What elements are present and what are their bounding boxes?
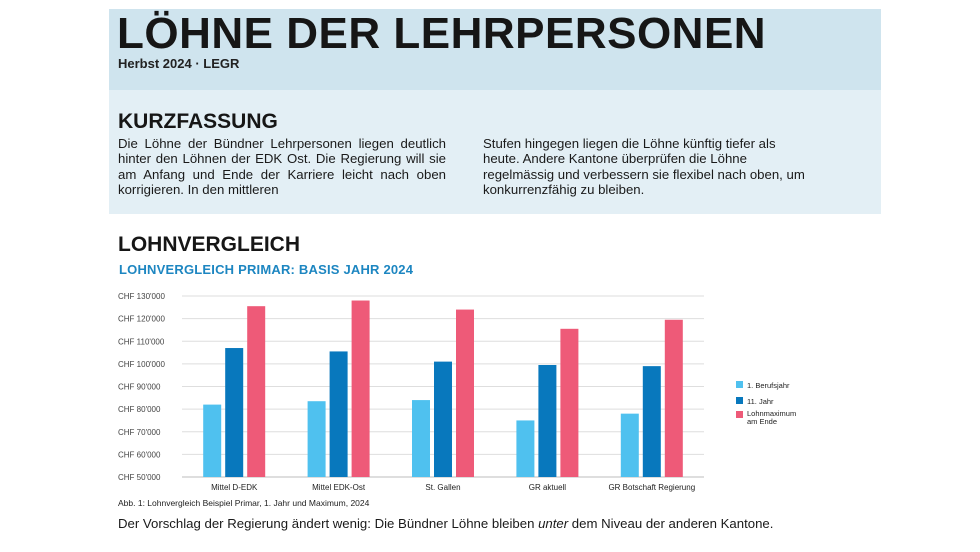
x-tick-label: GR aktuell bbox=[529, 483, 567, 492]
bar-1 bbox=[307, 401, 326, 477]
bar-3 bbox=[456, 309, 474, 477]
summary-heading: KURZFASSUNG bbox=[118, 110, 278, 133]
x-tick-label: St. Gallen bbox=[425, 483, 460, 492]
y-tick-label: CHF 80'000 bbox=[118, 405, 161, 414]
legend-swatch bbox=[736, 411, 743, 418]
page-subtitle: Herbst 2024 · LEGR bbox=[118, 56, 240, 71]
chart-title: LOHNVERGLEICH PRIMAR: BASIS JAHR 2024 bbox=[119, 262, 414, 277]
legend-label: 11. Jahr bbox=[747, 397, 774, 406]
summary-band bbox=[109, 90, 881, 214]
bar-1 bbox=[620, 413, 639, 477]
bar-2 bbox=[538, 365, 557, 477]
closing-text-start: Der Vorschlag der Regierung ändert wenig… bbox=[118, 516, 539, 531]
bar-3 bbox=[560, 328, 579, 477]
x-tick-label: Mittel D-EDK bbox=[211, 483, 258, 492]
figure-caption: Abb. 1: Lohnvergleich Beispiel Primar, 1… bbox=[118, 498, 370, 508]
x-tick-label: Mittel EDK-Ost bbox=[312, 483, 366, 492]
section-heading: LOHNVERGLEICH bbox=[118, 233, 301, 256]
legend-label: Lohnmaximum bbox=[747, 409, 796, 418]
bar-1 bbox=[203, 404, 222, 477]
y-tick-label: CHF 110'000 bbox=[118, 337, 165, 346]
summary-text-right: Stufen hingegen liegen die Löhne künftig… bbox=[483, 136, 805, 197]
legend-label-continued: am Ende bbox=[747, 417, 777, 426]
summary-text-left: Die Löhne der Bündner Lehrpersonen liege… bbox=[118, 136, 446, 197]
x-tick-label: GR Botschaft Regierung bbox=[608, 483, 695, 492]
closing-text-end: dem Niveau der anderen Kantone. bbox=[568, 516, 774, 531]
y-tick-label: CHF 100'000 bbox=[118, 360, 165, 369]
bar-2 bbox=[329, 351, 348, 477]
y-tick-label: CHF 60'000 bbox=[118, 450, 161, 459]
y-tick-label: CHF 90'000 bbox=[118, 383, 161, 392]
closing-paragraph: Der Vorschlag der Regierung ändert wenig… bbox=[118, 516, 858, 532]
page-title: LÖHNE DER LEHRPERSONEN bbox=[117, 9, 767, 58]
bar-1 bbox=[412, 400, 430, 477]
y-tick-label: CHF 70'000 bbox=[118, 428, 161, 437]
bar-2 bbox=[434, 361, 452, 477]
bar-3 bbox=[247, 306, 266, 477]
bar-2 bbox=[642, 366, 661, 477]
y-tick-label: CHF 50'000 bbox=[118, 473, 161, 482]
closing-emphasis: unter bbox=[538, 516, 569, 531]
bar-2 bbox=[225, 348, 244, 477]
legend-swatch bbox=[736, 381, 743, 388]
legend-swatch bbox=[736, 397, 743, 404]
y-tick-label: CHF 120'000 bbox=[118, 315, 165, 324]
bar-1 bbox=[516, 420, 535, 477]
bar-3 bbox=[664, 319, 683, 477]
y-tick-label: CHF 130'000 bbox=[118, 292, 165, 301]
header-band bbox=[109, 9, 881, 90]
bar-3 bbox=[351, 300, 370, 477]
legend-label: 1. Berufsjahr bbox=[747, 381, 790, 390]
